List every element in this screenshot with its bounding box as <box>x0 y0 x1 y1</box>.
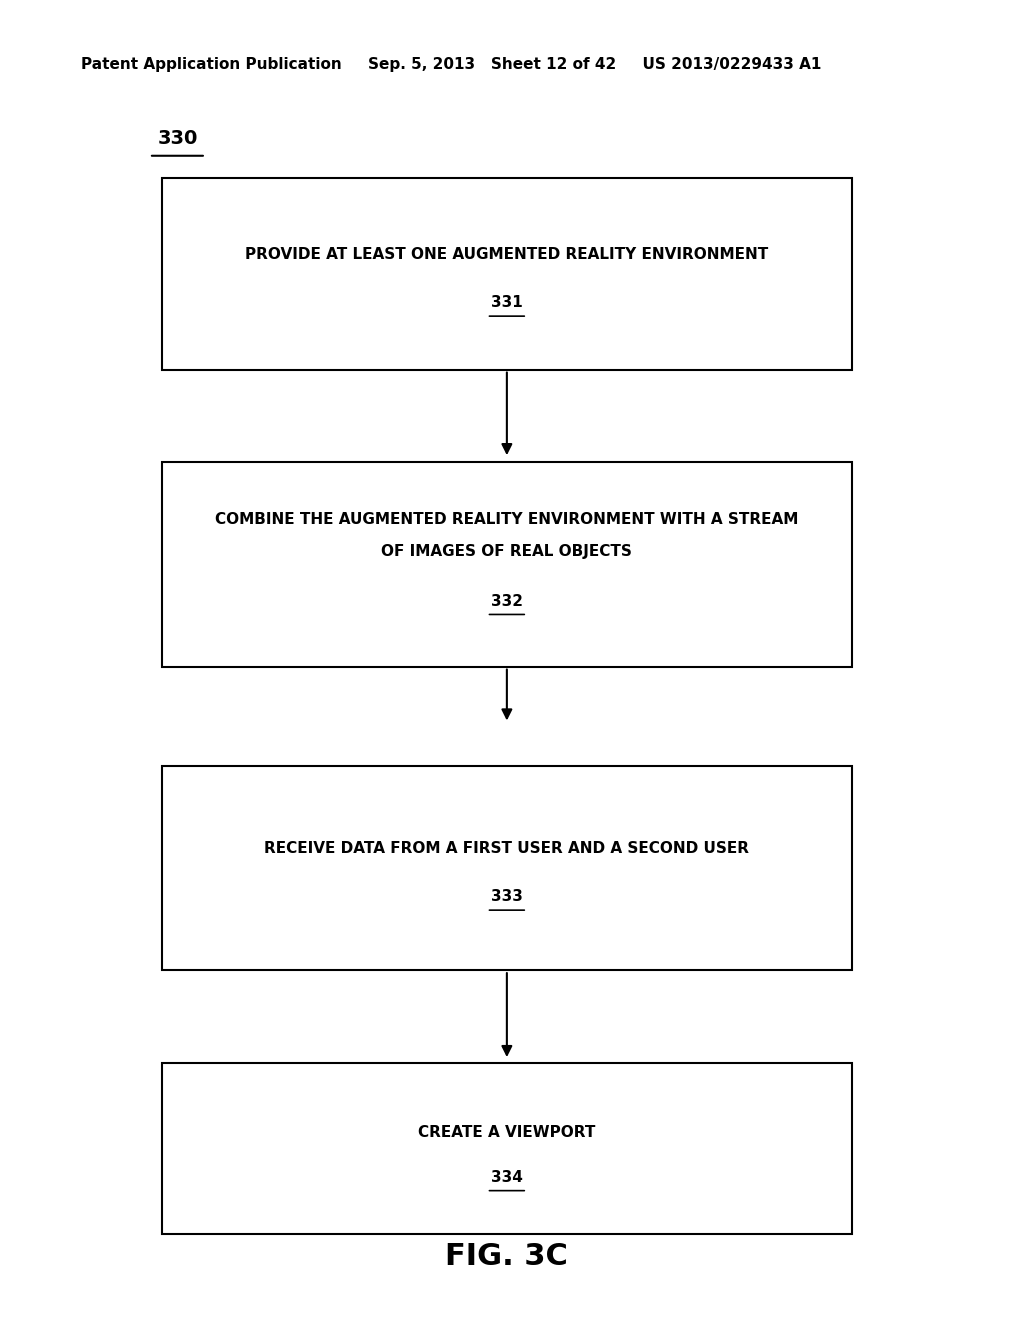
Text: Patent Application Publication     Sep. 5, 2013   Sheet 12 of 42     US 2013/022: Patent Application Publication Sep. 5, 2… <box>81 57 821 71</box>
Text: PROVIDE AT LEAST ONE AUGMENTED REALITY ENVIRONMENT: PROVIDE AT LEAST ONE AUGMENTED REALITY E… <box>245 247 768 261</box>
Bar <box>162 178 852 370</box>
Text: CREATE A VIEWPORT: CREATE A VIEWPORT <box>418 1125 596 1140</box>
Bar <box>162 462 852 667</box>
Text: 333: 333 <box>490 890 523 904</box>
Text: OF IMAGES OF REAL OBJECTS: OF IMAGES OF REAL OBJECTS <box>381 544 632 558</box>
Text: FIG. 3C: FIG. 3C <box>445 1242 568 1271</box>
Text: COMBINE THE AUGMENTED REALITY ENVIRONMENT WITH A STREAM: COMBINE THE AUGMENTED REALITY ENVIRONMEN… <box>215 512 799 527</box>
Bar <box>162 766 852 970</box>
Text: 334: 334 <box>490 1170 523 1185</box>
Bar <box>162 1063 852 1234</box>
Text: 332: 332 <box>490 594 523 609</box>
Text: 330: 330 <box>158 129 198 148</box>
Text: 331: 331 <box>490 296 522 310</box>
Text: RECEIVE DATA FROM A FIRST USER AND A SECOND USER: RECEIVE DATA FROM A FIRST USER AND A SEC… <box>264 841 750 855</box>
